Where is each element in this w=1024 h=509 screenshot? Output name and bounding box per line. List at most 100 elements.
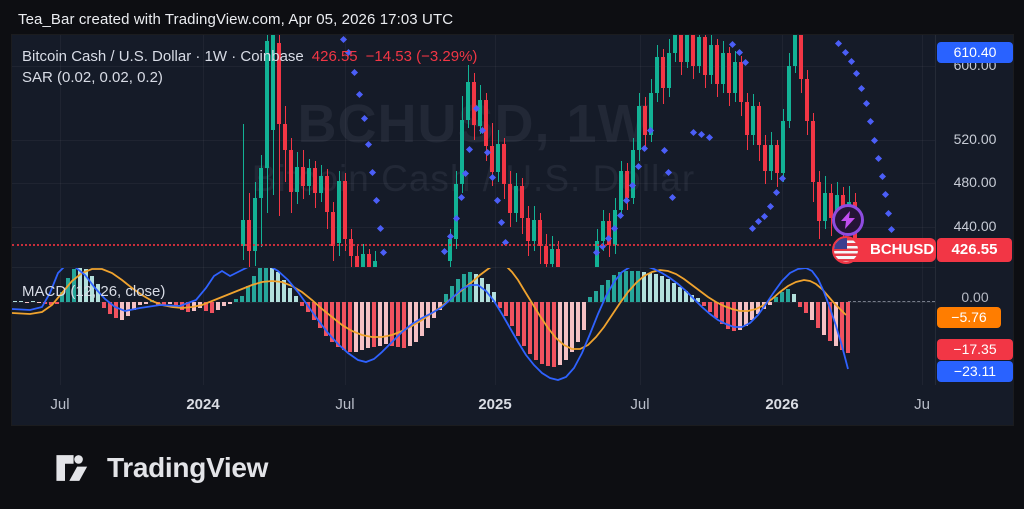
macd-histogram-bar [300,302,304,307]
sar-dot [847,58,855,66]
chart-container[interactable]: BCHUSD, 1W Bitcoin Cash / U.S. Dollar MA… [12,35,1013,425]
macd-histogram-bar [270,268,274,302]
candle-body [343,180,347,239]
sar-dot [376,224,384,232]
candle-body [319,176,323,193]
macd-histogram-bar [582,302,586,330]
candle-body [265,40,269,168]
legend-indicator-row[interactable]: SAR (0.02, 0.02, 0.2) [22,69,477,86]
macd-histogram-bar [222,302,226,307]
sar-dot [622,196,630,205]
macd-histogram-bar [456,279,460,302]
macd-histogram-bar [534,302,538,360]
high-price-badge: 610.40 [937,42,1013,63]
candle-body [271,35,275,131]
candle-body [526,217,530,242]
time-axis-label: Jul [335,396,355,413]
macd-histogram-bar [390,302,394,347]
candle-body [715,44,719,84]
macd-histogram-bar [624,271,628,302]
macd-histogram-bar [396,302,400,347]
macd-histogram-bar [846,302,850,354]
macd-histogram-bar [576,302,580,342]
sar-dot [372,196,380,205]
vertical-gridline [922,35,923,385]
candle-body [721,53,725,84]
macd-zero-dashed-line [848,301,935,302]
time-axis[interactable]: Jul 2024 Jul 2025 Jul 2026 Ju [12,385,1013,425]
macd-histogram-bar [720,302,724,325]
price-pane[interactable]: BCHUSD, 1W Bitcoin Cash / U.S. Dollar [12,35,935,267]
sar-dot [766,202,774,210]
macd-histogram-bar [516,302,520,337]
candle-body [373,261,377,267]
legend-symbol-row[interactable]: Bitcoin Cash / U.S. Dollar · 1W · Coinba… [22,48,477,65]
attribution-text: Tea_Bar created with TradingView.com, Ap… [18,11,454,28]
macd-histogram-bar [13,301,17,302]
macd-histogram-bar [546,302,550,367]
macd-histogram-bar [804,302,808,313]
candle-body [247,219,251,252]
macd-histogram-bar [750,302,754,320]
macd-histogram-bar [636,271,640,302]
macd-histogram-bar [90,276,94,302]
candle-body [679,35,683,62]
footer-brand[interactable]: TradingView [55,448,268,488]
macd-histogram-bar [102,302,106,308]
watermark-name: Bitcoin Cash / U.S. Dollar [251,157,696,199]
macd-histogram-bar [49,302,53,305]
candle-body [739,61,743,102]
macd-histogram-bar [840,302,844,350]
macd-histogram-bar [594,291,598,302]
macd-histogram-bar [258,268,262,302]
candle-body [709,44,713,75]
macd-histogram-bar [96,284,100,302]
macd-histogram-bar [318,302,322,328]
macd-histogram-bar [558,302,562,365]
candle-body [667,53,671,89]
macd-histogram-bar [378,302,382,347]
candle-body [673,35,677,54]
sar-dot [841,48,849,56]
vertical-gridline [782,35,783,385]
candle-wick [243,123,244,260]
candle-wick [261,155,262,248]
macd-histogram-bar [822,302,826,335]
macd-histogram-bar [234,299,238,302]
price-axis[interactable]: 610.40 0.00 −5.76 −17.35 −23.11 600.00 52… [935,35,1013,385]
macd-histogram-bar [19,301,23,302]
vertical-gridline [203,35,204,385]
macd-histogram-bar [25,302,29,303]
macd-histogram-bar [330,302,334,342]
lightning-marker-icon[interactable] [832,204,864,236]
chart-legend[interactable]: Bitcoin Cash / U.S. Dollar · 1W · Coinba… [22,48,477,90]
macd-histogram-bar [228,302,232,305]
time-axis-label: Ju [914,396,930,413]
candle-body [241,219,245,247]
macd-histogram-bar [666,279,670,302]
candle-body [805,79,809,121]
candle-wick [279,35,280,217]
macd-signal-line [12,268,847,350]
macd-histogram-bar [294,296,298,302]
macd-histogram-bar [402,302,406,348]
macd-histogram-bar [72,269,76,302]
candle-body [307,167,311,187]
candle-body [781,120,785,174]
legend-change: −14.53 (−3.29%) [365,48,478,65]
candle-body [478,99,482,126]
macd-pane[interactable]: MACD (12, 26, close) [12,267,935,385]
macd-histogram-bar [252,276,256,302]
candle-body [325,176,329,212]
macd-histogram-bar [162,302,166,307]
candle-body [484,99,488,147]
macd-histogram-bar [780,292,784,302]
macd-histogram-bar [648,272,652,302]
candle-body [745,101,749,136]
legend-symbol: Bitcoin Cash / U.S. Dollar · 1W · Coinba… [22,48,304,65]
candle-body [508,183,512,213]
macd-legend[interactable]: MACD (12, 26, close) [22,283,166,300]
candle-body [313,167,317,193]
macd-signal-badge: −5.76 [937,307,1001,328]
